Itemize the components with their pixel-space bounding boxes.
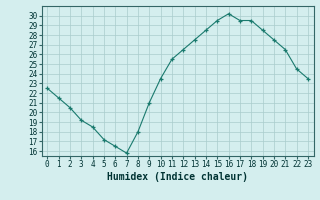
X-axis label: Humidex (Indice chaleur): Humidex (Indice chaleur)	[107, 172, 248, 182]
